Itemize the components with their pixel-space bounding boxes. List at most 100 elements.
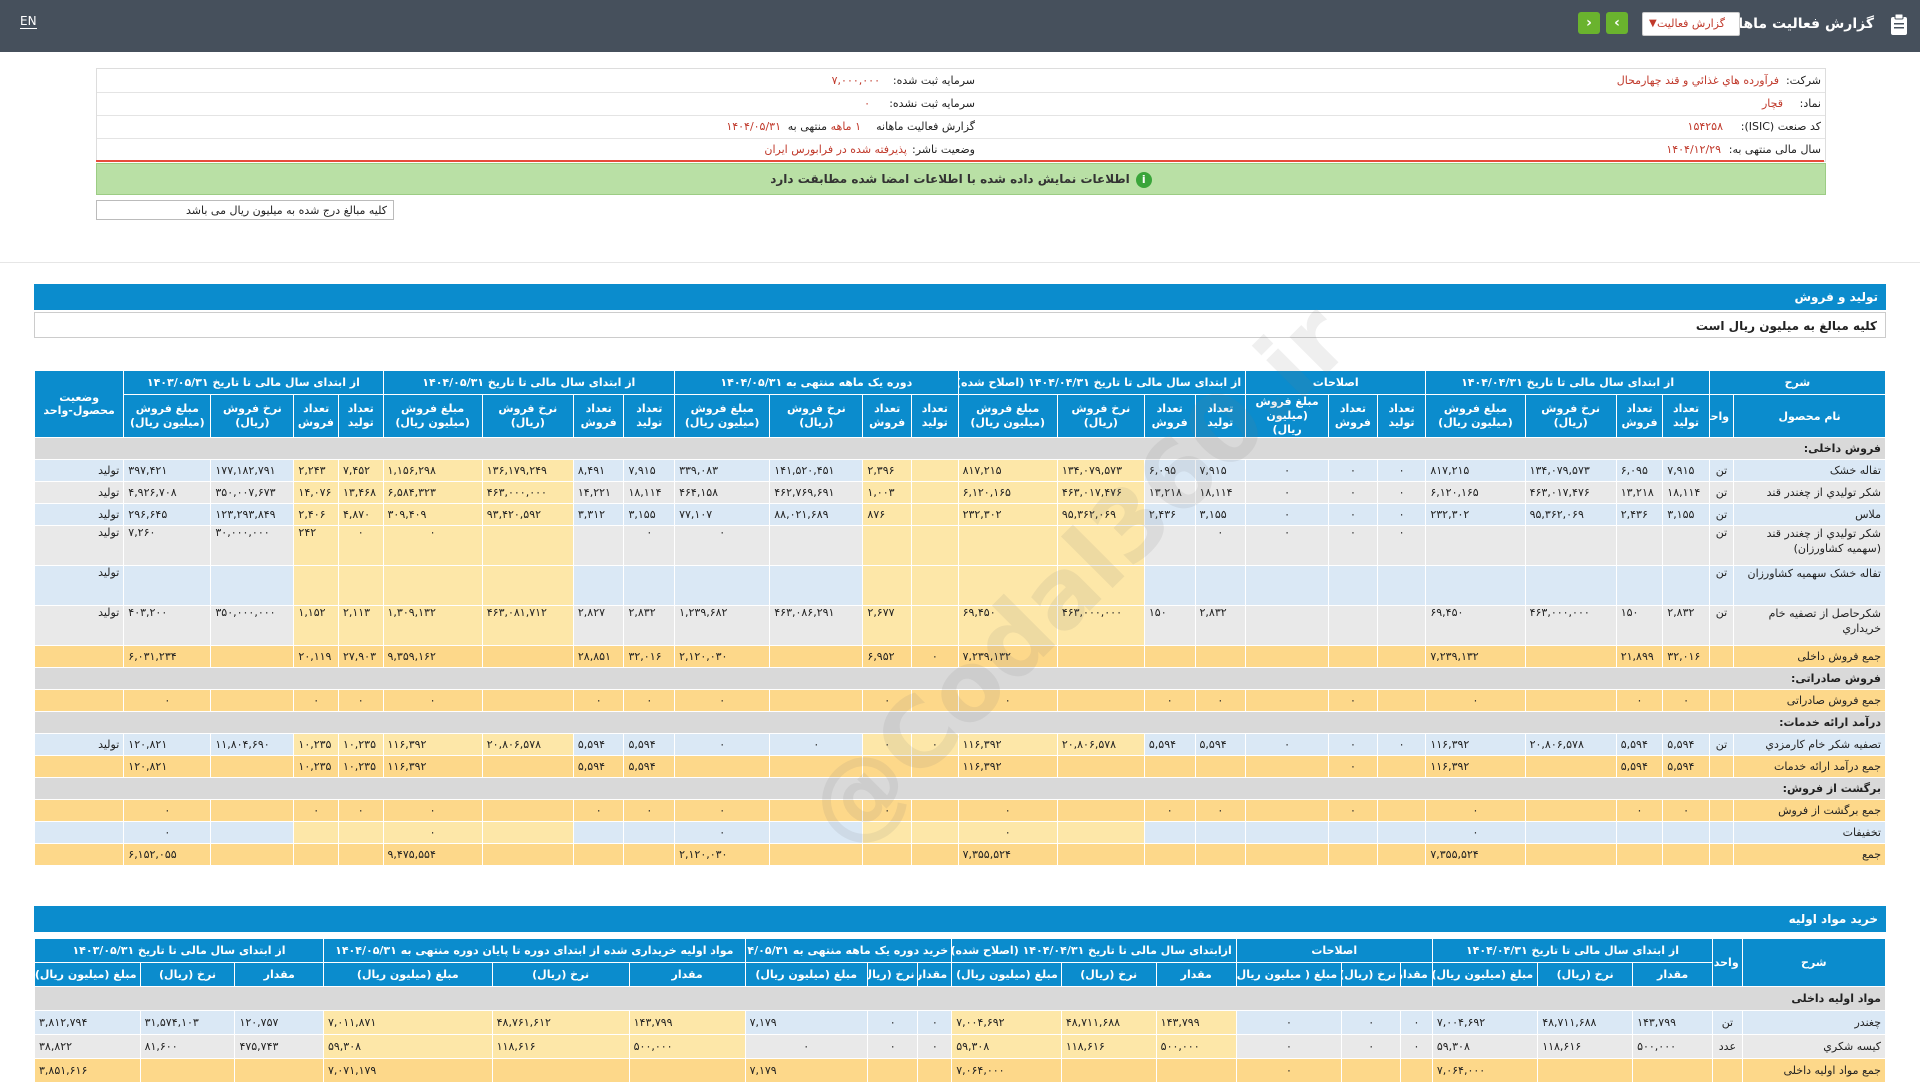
table-cell: ۷,۱۷۹	[744, 1010, 868, 1035]
table-cell: ۱۴,۰۷۶	[293, 481, 339, 504]
sales-col-rate: نرخ فروش (ریال)	[1524, 394, 1617, 438]
table-cell	[1376, 821, 1427, 844]
table-cell: ۰	[382, 689, 483, 712]
table-cell: ۰	[1245, 525, 1330, 566]
table-cell	[911, 503, 959, 526]
table-cell: ۰	[382, 525, 483, 566]
table-cell: ۱,۳۰۹,۱۳۲	[382, 605, 483, 646]
table-cell: ۲۸,۸۵۱	[572, 645, 625, 668]
table-cell: ۵,۵۹۴	[1194, 733, 1247, 756]
product-name: جمع برگشت از فروش	[1733, 799, 1886, 822]
table-cell	[1425, 565, 1526, 606]
info-row-isic: کد صنعت (ISIC): ۱۵۴۲۵۸ گزارش فعالیت ماها…	[97, 115, 1825, 139]
table-cell: ۱۰,۲۳۵	[293, 733, 339, 756]
sales-col-amount: مبلغ فروش (میلیون ریال)	[674, 394, 771, 438]
table-cell: ۳۰۹,۴۰۹	[382, 503, 483, 526]
table-cell: ۰	[862, 733, 912, 756]
sales-col-amount: مبلغ فروش (میلیون ریال)	[1425, 394, 1526, 438]
table-cell: ۰	[1143, 799, 1196, 822]
sales-header-group-5: از ابتدای سال مالی تا تاریخ ۱۴۰۴/۰۵/۳۱	[382, 370, 676, 395]
table-cell	[911, 525, 959, 566]
report-type-dropdown[interactable]: گزارش فعالیت ▼	[1642, 12, 1740, 36]
table-cell	[1245, 799, 1330, 822]
sales-col-prod: تعداد تولید	[337, 394, 384, 438]
table-cell: ۱۵۰	[1143, 605, 1196, 646]
table-cell: ۵,۵۹۴	[623, 755, 676, 778]
table-cell	[957, 525, 1058, 566]
table-cell: ۱۰,۲۳۵	[337, 755, 384, 778]
table-row: جمع درآمد ارائه خدمات ۵,۵۹۴ ۵,۵۹۴ ۱۱۶,۳۹۲ ۰ ۱…	[33, 755, 1886, 778]
table-cell: ۴۷۵,۷۴۳	[234, 1034, 324, 1059]
table-cell: ۴۶۳,۰۸۱,۷۱۲	[481, 605, 574, 646]
product-unit	[1708, 843, 1735, 866]
table-cell	[1376, 843, 1427, 866]
table-cell: ۳۵۰,۰۰۷,۶۷۳	[210, 481, 295, 504]
product-status	[33, 755, 125, 778]
table-cell	[481, 843, 574, 866]
table-cell: ۸۱,۶۰۰	[139, 1034, 236, 1059]
table-cell	[1245, 689, 1330, 712]
table-cell	[1662, 821, 1710, 844]
table-cell	[1328, 843, 1378, 866]
sales-col-name: نام محصول	[1733, 394, 1886, 438]
section-row: فروش صادراتی:	[34, 667, 1886, 690]
report-type-dropdown-value: گزارش فعالیت	[1657, 17, 1725, 30]
sales-col-amount: مبلغ فروش (میلیون ریال)	[382, 394, 483, 438]
table-cell: ۶,۵۸۴,۳۲۳	[382, 481, 483, 504]
table-cell: ۴۸,۷۱۱,۶۸۸	[1537, 1010, 1634, 1035]
sales-header-group-3: از ابتدای سال مالی تا تاریخ ۱۴۰۴/۰۴/۳۱ (…	[957, 370, 1247, 395]
table-cell: ۹۵,۳۶۲,۰۶۹	[1056, 503, 1145, 526]
table-cell: ۰	[674, 799, 771, 822]
sales-col-rate: نرخ فروش (ریال)	[1056, 394, 1145, 438]
table-cell	[234, 1058, 324, 1083]
section-label: مواد اولیه داخلی	[34, 986, 1886, 1011]
isic-value: ۱۵۴۲۵۸	[1687, 120, 1723, 133]
table-cell	[1615, 843, 1664, 866]
product-status: تولید	[33, 459, 125, 482]
table-cell	[1376, 605, 1427, 646]
table-cell: ۱۱۸,۶۱۶	[1060, 1034, 1157, 1059]
next-report-button[interactable]: ›	[1606, 12, 1628, 34]
section-label: فروش داخلی:	[34, 437, 1886, 460]
table-cell: ۲۹۶,۶۴۵	[123, 503, 212, 526]
table-cell: ۱۲۰,۸۲۱	[123, 755, 212, 778]
table-cell	[1524, 755, 1617, 778]
table-cell: ۴۸,۷۶۱,۶۱۲	[491, 1010, 630, 1035]
language-switch-link[interactable]: EN	[20, 14, 37, 29]
table-cell: ۷,۰۶۴,۰۰۰	[951, 1058, 1062, 1083]
material-unit: تن	[1712, 1010, 1743, 1035]
product-status: تولید	[33, 605, 125, 646]
table-cell: ۷,۰۷۱,۱۷۹	[322, 1058, 493, 1083]
table-cell: ۸۱۷,۲۱۵	[1425, 459, 1526, 482]
table-cell: ۰	[1245, 481, 1330, 504]
table-cell: ۰	[1328, 733, 1378, 756]
table-cell: ۷,۲۳۹,۱۳۲	[957, 645, 1058, 668]
report-document-icon	[1891, 14, 1907, 35]
table-cell: ۰	[1328, 689, 1378, 712]
table-cell	[1341, 1058, 1402, 1083]
info-row-fiscal: سال مالی منتهی به: ۱۴۰۴/۱۲/۲۹ وضعیت ناشر…	[97, 138, 1825, 161]
table-cell	[674, 565, 771, 606]
table-cell: ۱۴۳,۷۹۹	[628, 1010, 746, 1035]
table-cell	[293, 565, 339, 606]
table-cell	[1143, 645, 1196, 668]
table-cell: ۴۶۳,۰۱۷,۴۷۶	[1056, 481, 1145, 504]
table-cell: ۰	[1328, 799, 1378, 822]
table-cell: ۵,۵۹۴	[572, 755, 625, 778]
table-cell: ۷,۳۵۵,۵۲۴	[1425, 843, 1526, 866]
table-cell: ۲۳۲,۳۰۲	[957, 503, 1058, 526]
table-cell: ۰	[1615, 689, 1664, 712]
table-cell: ۰	[1376, 503, 1427, 526]
table-cell: ۲,۴۳۶	[1143, 503, 1196, 526]
sales-col-rate: نرخ فروش (ریال)	[769, 394, 864, 438]
materials-col-rate: نرخ (ریال)	[491, 962, 630, 987]
table-cell: ۱۳۴,۰۷۹,۵۷۳	[1524, 459, 1617, 482]
table-cell	[911, 565, 959, 606]
sales-table: شرح از ابتدای سال مالی تا تاریخ ۱۴۰۴/۰۴/…	[33, 370, 1887, 866]
materials-table: شرح واحد از ابتدای سال مالی تا تاریخ ۱۴۰…	[34, 938, 1887, 1083]
table-cell	[1194, 645, 1247, 668]
table-cell: ۲,۱۲۰,۰۳۰	[674, 645, 771, 668]
previous-report-button[interactable]: ‹	[1578, 12, 1600, 34]
section-row: فروش داخلی:	[34, 437, 1886, 460]
table-cell: ۴۶۳,۰۸۶,۲۹۱	[769, 605, 864, 646]
